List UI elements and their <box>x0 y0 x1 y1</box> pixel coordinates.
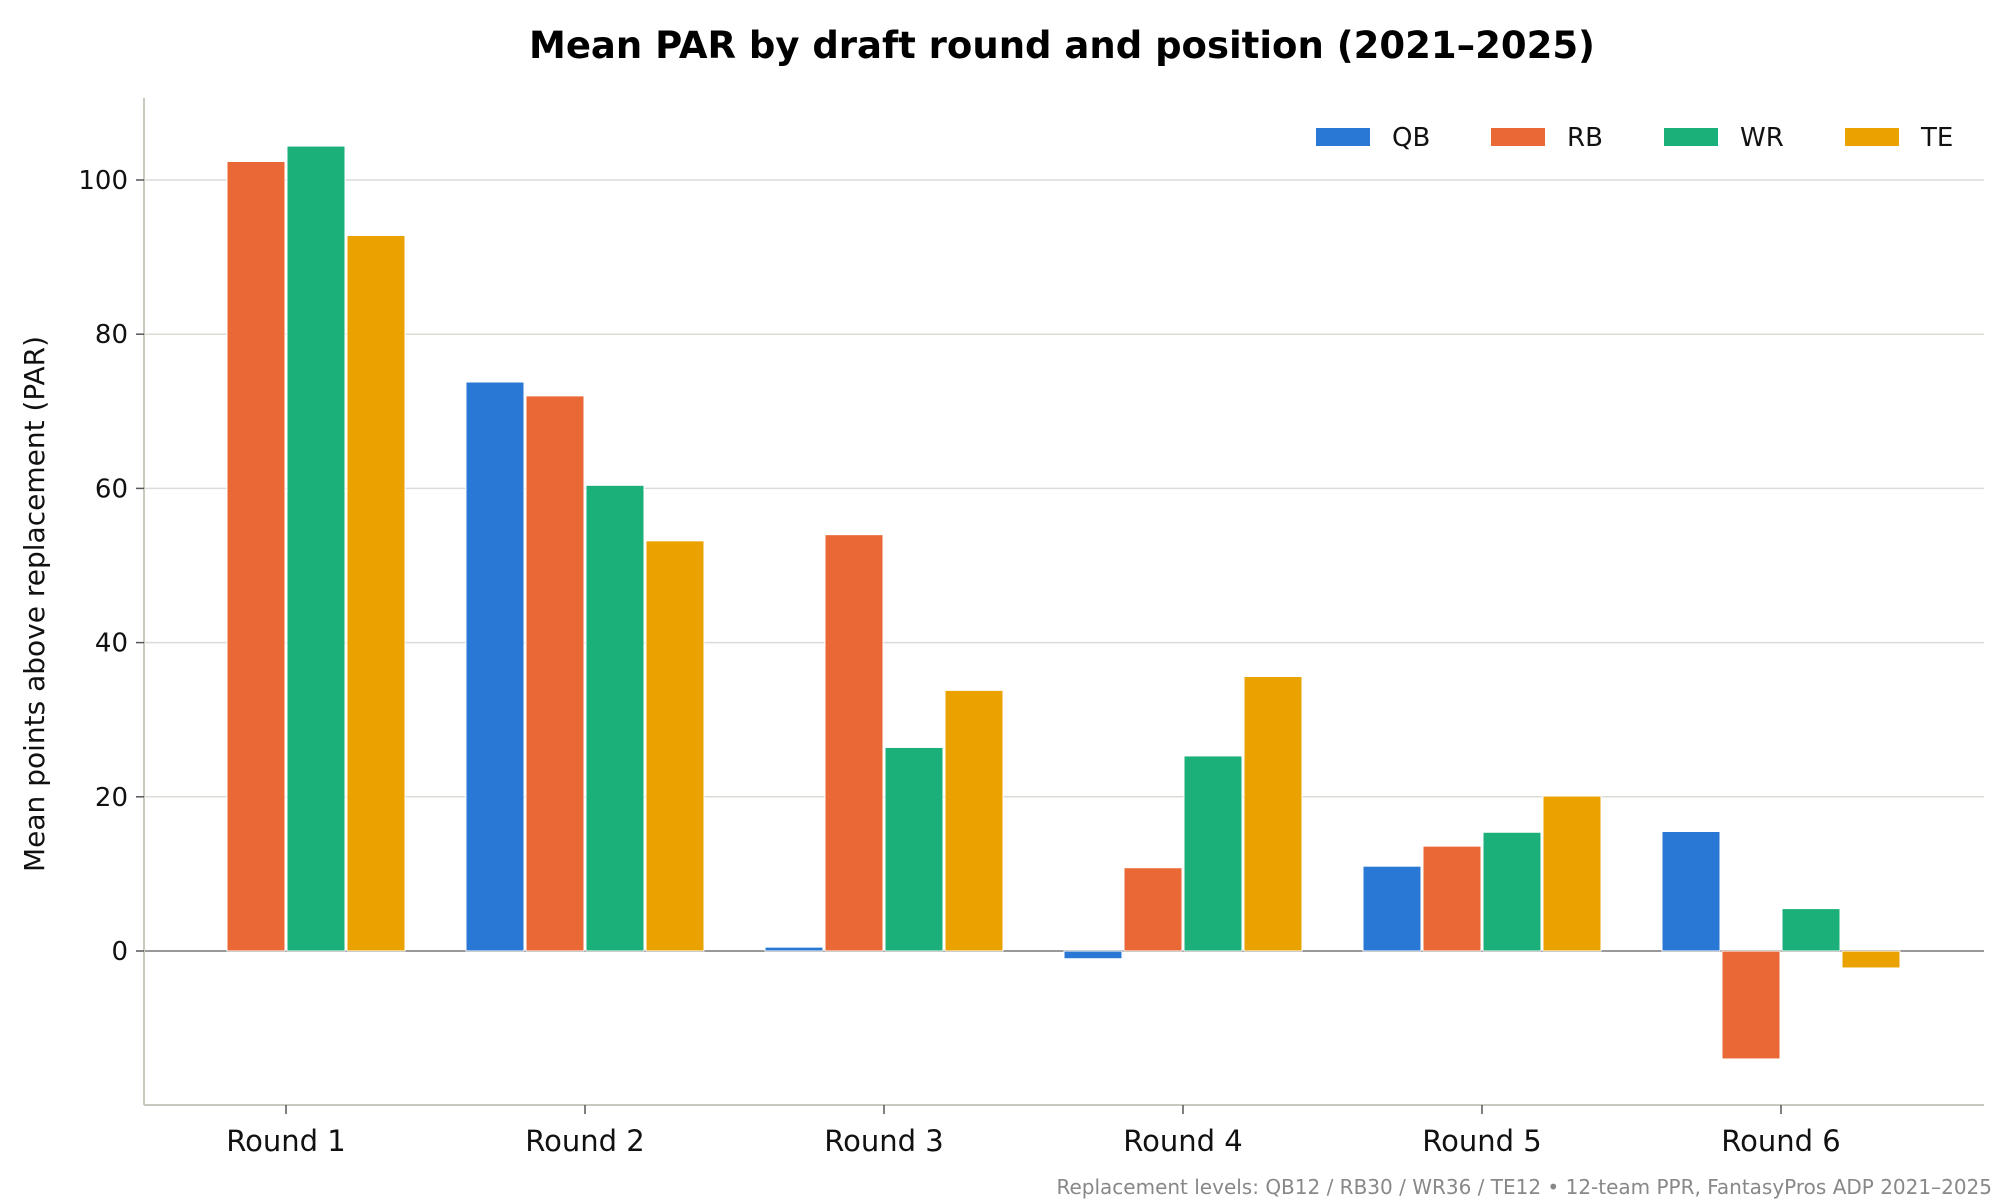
bar-te-round-2 <box>645 540 705 952</box>
bar-wr-round-4 <box>1183 755 1243 952</box>
x-tick-label: Round 3 <box>824 1124 943 1158</box>
legend-swatch-wr <box>1664 128 1718 146</box>
bar-te-round-1 <box>346 235 406 952</box>
legend-swatch-rb <box>1491 128 1545 146</box>
bar-te-round-3 <box>944 689 1004 952</box>
chart-title: Mean PAR by draft round and position (20… <box>529 24 1595 67</box>
x-tick-label: Round 6 <box>1721 1124 1840 1158</box>
bar-rb-round-6 <box>1721 950 1781 1060</box>
legend-label-wr: WR <box>1740 123 1784 153</box>
bar-qb-round-6 <box>1661 830 1721 952</box>
bar-wr-round-3 <box>884 746 944 952</box>
x-axis-ticks: Round 1 Round 2 Round 3 Round 4 Round 5 Round… <box>226 1105 1841 1158</box>
y-tick-label: 40 <box>95 629 128 659</box>
y-tick-label: 80 <box>95 320 128 350</box>
x-tick-label: Round 5 <box>1422 1124 1541 1158</box>
bar-qb-round-2 <box>465 381 525 952</box>
bar-te-round-6 <box>1841 950 1901 969</box>
bar-qb-round-3 <box>764 946 824 952</box>
y-tick-label: 60 <box>95 474 128 504</box>
bar-wr-round-2 <box>585 484 645 952</box>
legend-swatch-qb <box>1316 128 1370 146</box>
bar-rb-round-5 <box>1422 845 1482 952</box>
bar-rb-round-1 <box>226 160 286 952</box>
legend-label-te: TE <box>1920 123 1953 153</box>
bar-rb-round-4 <box>1123 867 1183 952</box>
x-tick-label: Round 4 <box>1123 1124 1242 1158</box>
bar-te-round-4 <box>1243 676 1303 952</box>
bar-te-round-5 <box>1542 795 1602 952</box>
bar-wr-round-5 <box>1482 831 1542 952</box>
y-tick-label: 0 <box>111 937 128 967</box>
y-tick-label: 20 <box>95 783 128 813</box>
x-tick-label: Round 2 <box>525 1124 644 1158</box>
bar-rb-round-2 <box>525 395 585 952</box>
footnote: Replacement levels: QB12 / RB30 / WR36 /… <box>1056 1175 1992 1199</box>
bar-qb-round-5 <box>1362 865 1422 952</box>
bar-rb-round-3 <box>824 534 884 952</box>
legend-label-qb: QB <box>1392 123 1430 153</box>
x-tick-label: Round 1 <box>226 1124 345 1158</box>
bar-qb-round-4 <box>1063 950 1123 960</box>
bars <box>226 145 1901 1060</box>
legend: QB RB WR TE <box>1316 123 1953 153</box>
y-axis-ticks: 0 20 40 60 80 100 <box>78 166 144 967</box>
bar-wr-round-6 <box>1781 908 1841 952</box>
legend-swatch-te <box>1845 128 1899 146</box>
y-tick-label: 100 <box>78 166 128 196</box>
bar-wr-round-1 <box>286 145 346 952</box>
legend-label-rb: RB <box>1567 123 1603 153</box>
y-axis-label: Mean points above replacement (PAR) <box>18 336 51 872</box>
